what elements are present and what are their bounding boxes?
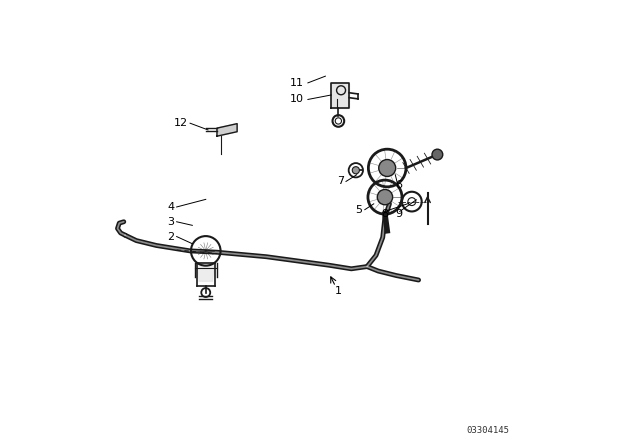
Text: 1: 1 [335, 286, 341, 296]
Text: 3: 3 [168, 217, 174, 227]
Text: 9: 9 [395, 209, 402, 219]
Text: 11: 11 [291, 78, 305, 88]
Text: 7: 7 [337, 177, 345, 186]
Text: 8: 8 [381, 209, 388, 219]
Text: 03304145: 03304145 [467, 426, 509, 435]
Text: 12: 12 [173, 118, 188, 128]
Circle shape [352, 167, 360, 174]
Text: 6: 6 [395, 180, 402, 190]
Circle shape [379, 159, 396, 177]
Polygon shape [332, 83, 349, 108]
Text: 10: 10 [291, 95, 305, 104]
Polygon shape [197, 263, 215, 281]
Circle shape [432, 149, 443, 160]
Text: 4: 4 [167, 202, 174, 212]
Circle shape [378, 190, 392, 205]
Text: 2: 2 [167, 232, 174, 241]
Polygon shape [217, 124, 237, 136]
Text: 5: 5 [356, 205, 362, 215]
